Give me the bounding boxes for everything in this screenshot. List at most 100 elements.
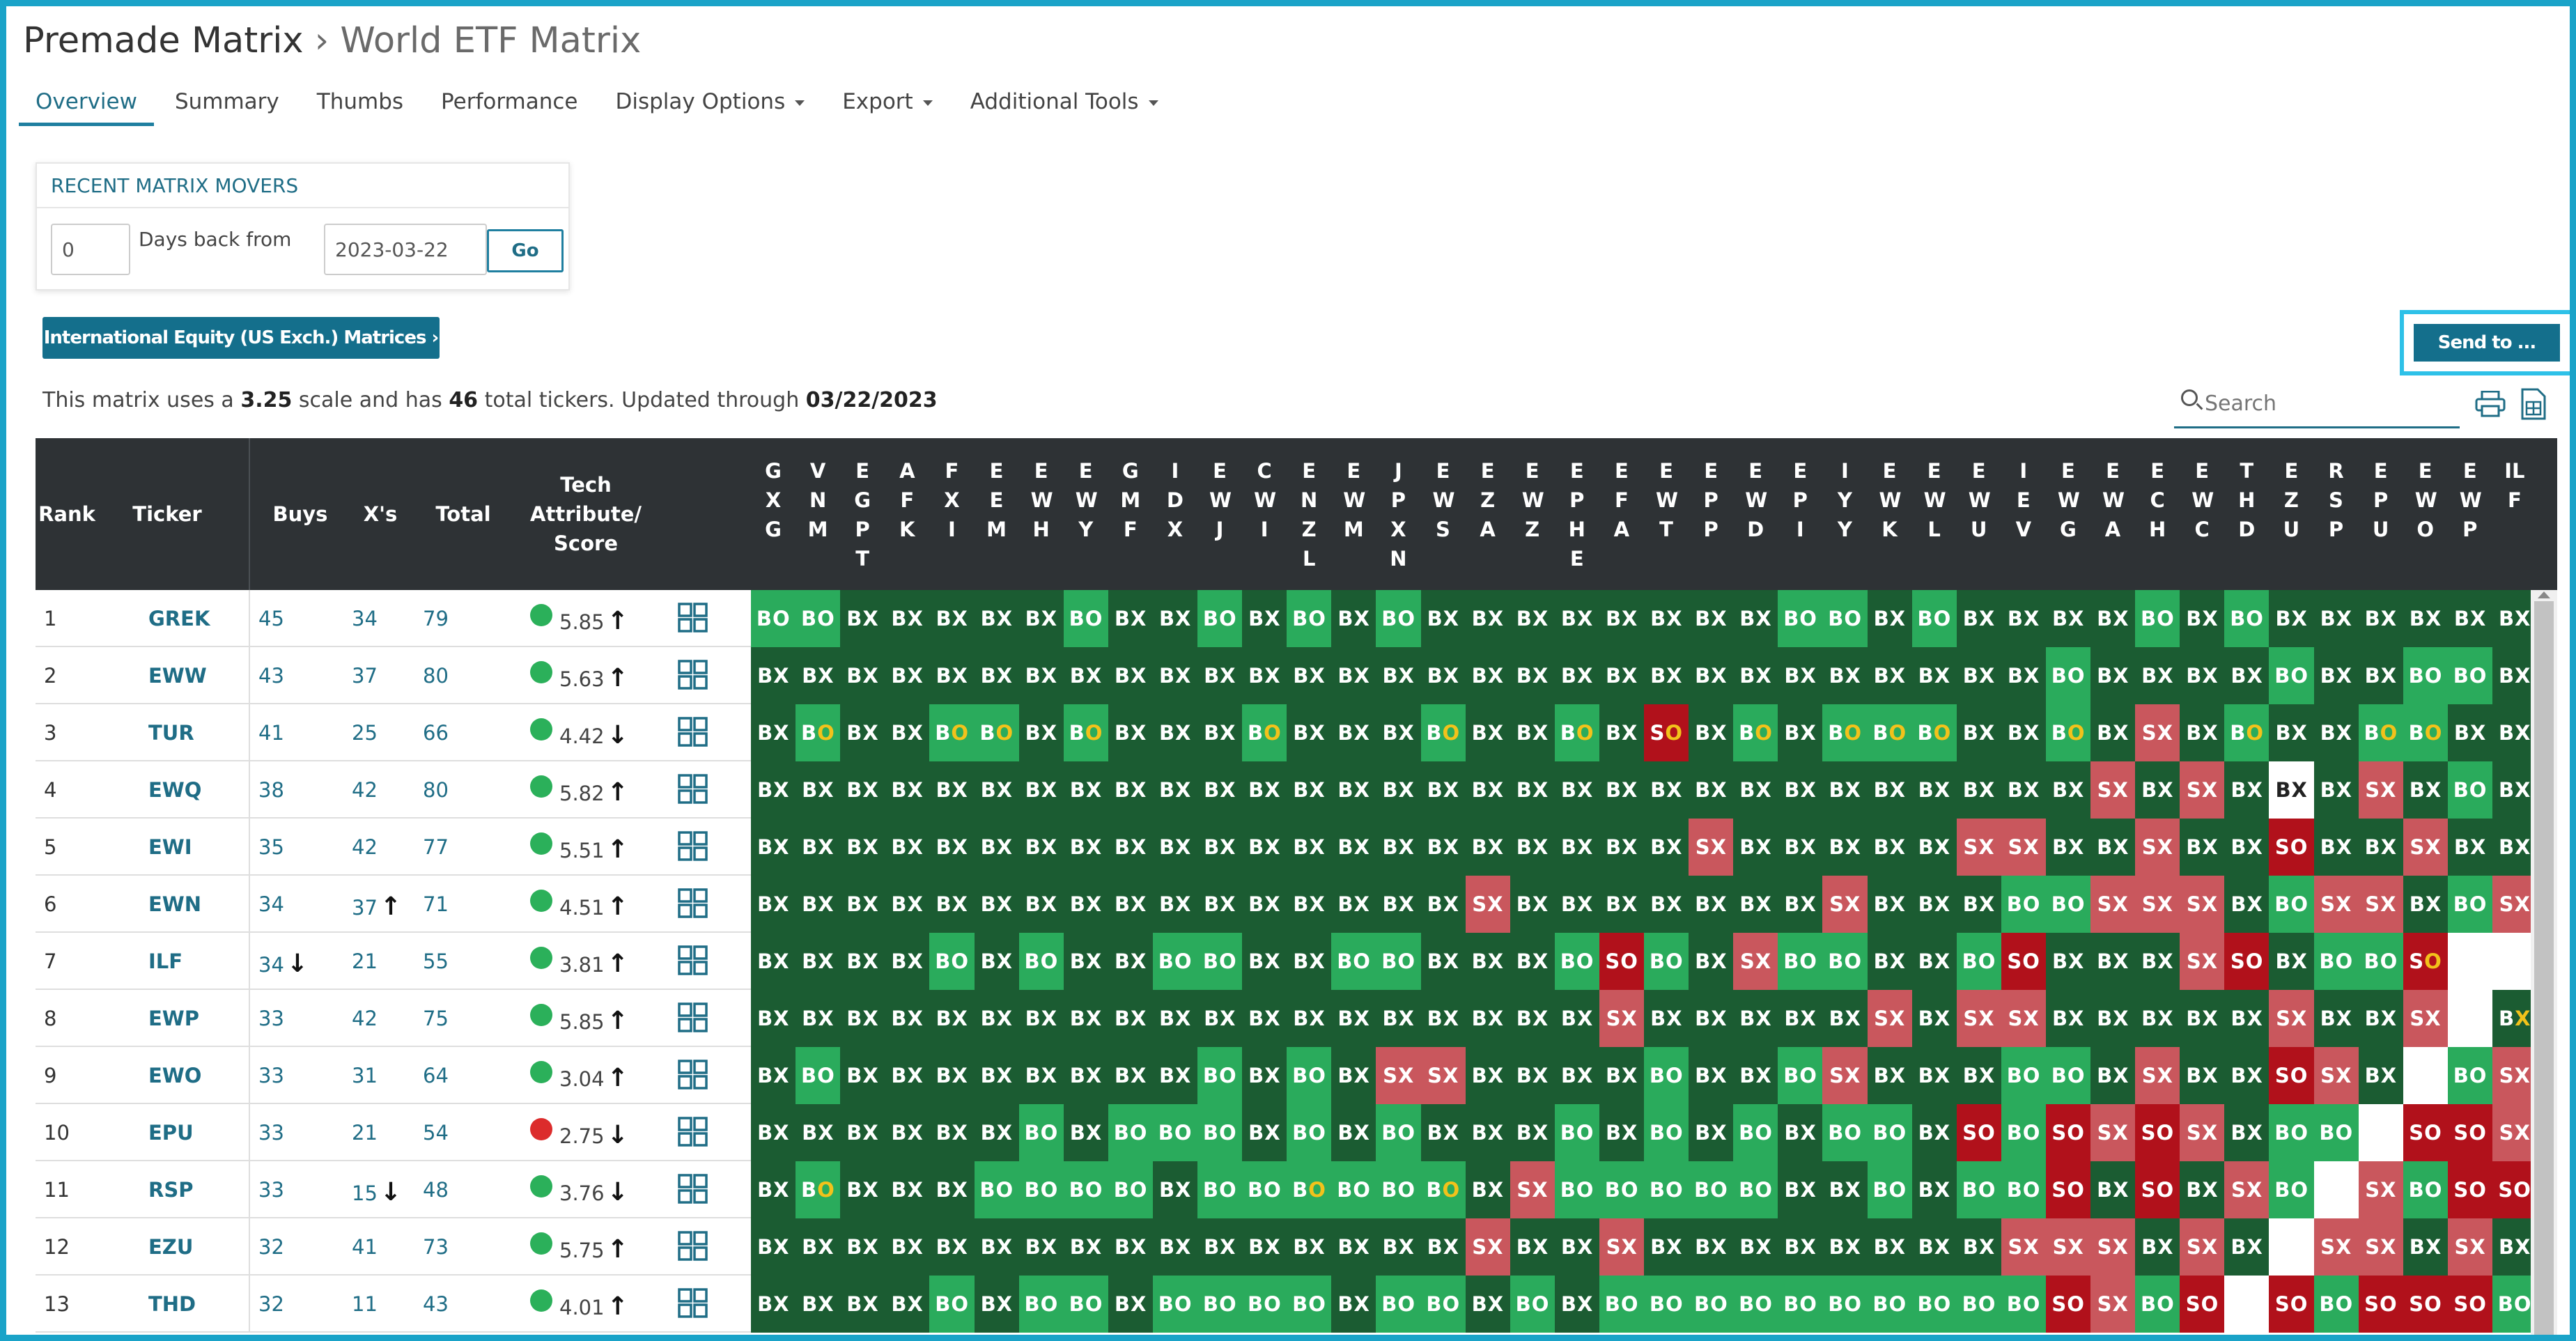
matrix-cell[interactable]: SO (2045, 1161, 2091, 1218)
matrix-cell[interactable]: BX (1063, 990, 1109, 1047)
matrix-cell[interactable]: BX (2313, 990, 2359, 1047)
column-header[interactable]: EWD (1733, 438, 1778, 590)
matrix-cell[interactable]: BO (2269, 647, 2314, 704)
matrix-cell[interactable]: BX (1911, 647, 1957, 704)
matrix-cell[interactable]: BX (1287, 1218, 1332, 1276)
matrix-cell[interactable]: BX (840, 761, 885, 819)
matrix-cell[interactable]: BX (2269, 704, 2314, 761)
matrix-cell[interactable]: BX (974, 819, 1020, 876)
matrix-cell[interactable]: BX (1465, 647, 1511, 704)
matrix-cell[interactable]: BX (1689, 990, 1734, 1047)
matrix-cell[interactable]: BO (2045, 876, 2091, 933)
matrix-cell[interactable]: BX (1911, 1104, 1957, 1161)
column-header[interactable]: EZU (2269, 438, 2313, 590)
matrix-cell[interactable]: BO (1644, 1104, 1689, 1161)
matrix-cell[interactable]: BX (1822, 819, 1868, 876)
matrix-cell[interactable]: BX (751, 761, 796, 819)
matrix-cell[interactable]: BO (1287, 1104, 1332, 1161)
matrix-cell[interactable]: BX (2492, 704, 2531, 761)
matrix-cell[interactable]: BO (2001, 1047, 2047, 1104)
matrix-cell[interactable]: BO (974, 704, 1020, 761)
matrix-cell[interactable]: BX (1956, 647, 2002, 704)
matrix-cell[interactable]: BO (2269, 1104, 2314, 1161)
matrix-cell[interactable]: SX (2090, 1276, 2136, 1333)
matrix-cell[interactable]: BX (2358, 819, 2404, 876)
date-input[interactable] (324, 224, 487, 275)
matrix-cell[interactable]: BO (2403, 1161, 2449, 1218)
matrix-cell[interactable]: BO (1867, 1276, 1913, 1333)
matrix-cell[interactable]: BX (1778, 819, 1823, 876)
matrix-cell[interactable]: BO (929, 933, 975, 990)
header-xs[interactable]: X's (363, 502, 398, 526)
matrix-cell[interactable]: BX (1242, 933, 1287, 990)
matrix-cell[interactable]: BO (1733, 1276, 1778, 1333)
matrix-cell[interactable]: BX (2492, 990, 2531, 1047)
matrix-cell[interactable]: BX (1197, 876, 1243, 933)
matrix-cell[interactable]: BX (1108, 590, 1154, 647)
matrix-cell[interactable]: BO (1822, 1104, 1868, 1161)
matrix-cell[interactable]: BX (1018, 819, 1064, 876)
matrix-cell[interactable]: BX (1956, 1047, 2002, 1104)
matrix-cell[interactable]: BO (1420, 704, 1466, 761)
matrix-cell[interactable]: BO (1018, 933, 1064, 990)
matrix-cell[interactable]: BX (2224, 1218, 2269, 1276)
matrix-cell[interactable]: BX (1108, 990, 1154, 1047)
tab-display-options[interactable]: Display Options (615, 83, 805, 126)
matrix-cell[interactable]: BX (1063, 933, 1109, 990)
matrix-cell[interactable]: BX (1152, 761, 1198, 819)
matrix-cell[interactable]: BX (2045, 590, 2091, 647)
matrix-cell[interactable]: SX (2313, 876, 2359, 933)
matrix-cell[interactable]: BX (1822, 990, 1868, 1047)
matrix-cell[interactable]: BX (885, 704, 930, 761)
matrix-cell[interactable]: BX (2180, 1161, 2225, 1218)
matrix-cell-empty[interactable] (2492, 933, 2531, 990)
column-header[interactable]: EWL (1912, 438, 1957, 590)
matrix-cell[interactable]: BX (2313, 704, 2359, 761)
matrix-cell[interactable]: BX (1420, 1104, 1466, 1161)
search-input[interactable] (2205, 382, 2455, 424)
matrix-cell[interactable]: SO (2447, 1161, 2493, 1218)
matrix-cell[interactable]: BX (2001, 647, 2047, 704)
matrix-cell[interactable]: BX (2224, 761, 2269, 819)
column-header[interactable]: EEM (975, 438, 1019, 590)
matrix-cell[interactable]: BO (1778, 1276, 1823, 1333)
days-back-input[interactable] (51, 224, 130, 275)
matrix-cell[interactable]: BX (1376, 819, 1421, 876)
tab-summary[interactable]: Summary (175, 83, 279, 126)
matrix-cell[interactable]: BO (1822, 933, 1868, 990)
matrix-cell[interactable]: BX (2492, 647, 2531, 704)
column-header[interactable]: EWJ (1197, 438, 1242, 590)
matrix-cell[interactable]: BO (1331, 1161, 1376, 1218)
matrix-cell[interactable]: BX (929, 876, 975, 933)
matrix-cell[interactable]: BX (1197, 704, 1243, 761)
matrix-cell[interactable]: BO (1420, 1276, 1466, 1333)
matrix-cell[interactable]: BO (1911, 590, 1957, 647)
ticker-link[interactable]: ILF (148, 949, 183, 973)
matrix-cell[interactable]: BX (1911, 876, 1957, 933)
matrix-cell[interactable]: BX (2358, 990, 2404, 1047)
matrix-cell[interactable]: BX (796, 990, 841, 1047)
matrix-cell[interactable]: BX (1554, 990, 1600, 1047)
vertical-scrollbar[interactable] (2531, 590, 2557, 1335)
column-header[interactable]: EWY (1064, 438, 1108, 590)
matrix-cell[interactable]: BX (1063, 647, 1109, 704)
matrix-cell[interactable]: BX (1152, 647, 1198, 704)
matrix-cell[interactable]: BX (2090, 819, 2136, 876)
matrix-cell[interactable]: BX (1376, 1218, 1421, 1276)
matrix-cell[interactable]: SX (2358, 1218, 2404, 1276)
matrix-cell[interactable]: BX (1778, 1218, 1823, 1276)
grid-view-icon[interactable] (678, 1117, 708, 1147)
matrix-cell[interactable]: BX (929, 990, 975, 1047)
matrix-cell[interactable]: SO (1644, 704, 1689, 761)
matrix-cell[interactable]: BO (929, 1276, 975, 1333)
column-header[interactable]: EWA (2090, 438, 2135, 590)
matrix-cell[interactable]: BX (1063, 761, 1109, 819)
matrix-cell[interactable]: BO (1554, 704, 1600, 761)
grid-view-icon[interactable] (678, 660, 708, 690)
matrix-cell[interactable]: BX (2180, 590, 2225, 647)
matrix-cell[interactable]: BX (1465, 990, 1511, 1047)
matrix-cell[interactable]: BX (796, 819, 841, 876)
matrix-cell[interactable]: BX (1733, 1047, 1778, 1104)
matrix-cell[interactable]: BO (2001, 1104, 2047, 1161)
column-header[interactable]: EWH (1019, 438, 1064, 590)
